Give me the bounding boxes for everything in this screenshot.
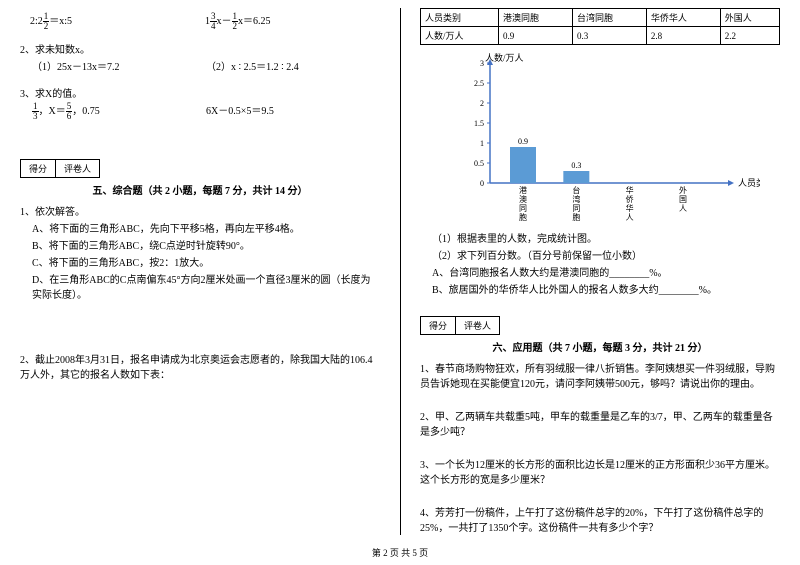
svg-text:同: 同 — [519, 204, 527, 213]
table-header-cell: 台湾同胞 — [572, 9, 646, 27]
svg-text:0.9: 0.9 — [518, 137, 528, 146]
table-value-cell: 2.2 — [720, 27, 779, 45]
svg-text:1.5: 1.5 — [474, 119, 484, 128]
q2-title: 2、求未知数x。 — [20, 41, 380, 56]
note-a: A、台湾同胞报名人数大约是港澳同胞的________%。 — [432, 264, 780, 279]
s5-q1-d: D、在三角形ABC的C点南偏东45°方向2厘米处画一个直径3厘米的圆（长度为实际… — [32, 271, 380, 301]
svg-text:2: 2 — [480, 99, 484, 108]
svg-text:台: 台 — [572, 185, 580, 195]
note-b: B、旅居国外的华侨华人比外国人的报名人数多大约________%。 — [432, 281, 780, 296]
s5-q1-b: B、将下面的三角形ABC，绕C点逆时针旋转90°。 — [32, 237, 380, 252]
score-cell: 得分 — [21, 160, 56, 177]
bar-chart: 人数/万人32.521.510.500.9港澳同胞0.3台湾同胞华侨华人外国人人… — [450, 53, 780, 226]
text: ，0.75 — [72, 106, 100, 117]
section6-header: 得分 评卷人 六、应用题（共 7 小题，每题 3 分，共计 21 分） — [420, 306, 780, 354]
note-1: （1）根据表里的人数，完成统计图。 — [432, 230, 780, 245]
svg-text:胞: 胞 — [572, 212, 580, 222]
note-2: （2）求下列百分数。（百分号前保留一位小数） — [432, 247, 780, 262]
score-cell: 得分 — [421, 317, 456, 334]
svg-text:同: 同 — [572, 204, 580, 213]
svg-text:3: 3 — [480, 59, 484, 68]
svg-text:0.3: 0.3 — [571, 161, 581, 170]
svg-text:0.5: 0.5 — [474, 159, 484, 168]
svg-text:外: 外 — [679, 185, 687, 195]
s5-q2: 2、截止2008年3月31日，报名申请成为北京奥运会志愿者的，除我国大陆的106… — [20, 351, 380, 381]
table-value-cell: 0.3 — [572, 27, 646, 45]
table-value-cell: 2.8 — [646, 27, 720, 45]
s5-q1-c: C、将下面的三角形ABC，按2：1放大。 — [32, 254, 380, 269]
svg-text:人: 人 — [626, 213, 634, 222]
svg-text:华: 华 — [626, 203, 634, 213]
svg-text:人员类别: 人员类别 — [738, 177, 760, 188]
q3-sub-a: 13，X＝56，0.75 — [32, 102, 206, 121]
svg-text:1: 1 — [480, 139, 484, 148]
right-column: 人员类别港澳同胞台湾同胞华侨华人外国人 人数/万人0.90.32.82.2 人数… — [400, 0, 800, 545]
q3-sub-b: 6X－0.5×5＝9.5 — [206, 102, 380, 121]
section5-title: 五、综合题（共 2 小题，每题 7 分，共计 14 分） — [20, 182, 380, 197]
svg-text:湾: 湾 — [572, 194, 580, 204]
formula-1b: 134x－12x＝6.25 — [205, 12, 380, 31]
table-header-cell: 华侨华人 — [646, 9, 720, 27]
table-header-cell: 港澳同胞 — [499, 9, 573, 27]
question-2: 2、求未知数x。 （1）25x－13x＝7.2 （2）x ∶ 2.5＝1.2 ∶… — [20, 41, 380, 73]
s6-q2: 2、甲、乙两辆车共载重5吨，甲车的载重量是乙车的3/7，甲、乙两车的载重量各是多… — [420, 408, 780, 438]
table-value-cell: 0.9 — [499, 27, 573, 45]
text: x＝6.25 — [238, 16, 271, 27]
text: ＝x:5 — [49, 16, 72, 27]
svg-text:胞: 胞 — [519, 212, 527, 222]
score-box-2: 得分 评卷人 — [420, 316, 500, 335]
text: 2:2 — [30, 16, 43, 27]
text: ，X＝ — [39, 106, 66, 117]
svg-text:国: 国 — [679, 195, 687, 204]
grader-cell: 评卷人 — [56, 160, 99, 177]
question-3: 3、求X的值。 13，X＝56，0.75 6X－0.5×5＝9.5 — [20, 85, 380, 121]
svg-text:0: 0 — [480, 179, 484, 188]
table-row-label: 人数/万人 — [421, 27, 499, 45]
svg-text:2.5: 2.5 — [474, 79, 484, 88]
q2-sub1: （1）25x－13x＝7.2 — [32, 58, 206, 73]
svg-text:港: 港 — [519, 185, 527, 195]
s6-q4: 4、芳芳打一份稿件，上午打了这份稿件总字的20%，下午打了这份稿件总字的25%，… — [420, 504, 780, 534]
s5-q1-a: A、将下面的三角形ABC，先向下平移5格，再向左平移4格。 — [32, 220, 380, 235]
formula-1a: 2:212＝x:5 — [30, 12, 205, 31]
section5-header: 得分 评卷人 五、综合题（共 2 小题，每题 7 分，共计 14 分） — [20, 149, 380, 197]
table-header-cell: 外国人 — [720, 9, 779, 27]
page-footer: 第 2 页 共 5 页 — [0, 546, 800, 559]
svg-text:侨: 侨 — [626, 194, 634, 204]
data-table: 人员类别港澳同胞台湾同胞华侨华人外国人 人数/万人0.90.32.82.2 — [420, 8, 780, 45]
grader-cell: 评卷人 — [456, 317, 499, 334]
q2-sub2: （2）x ∶ 2.5＝1.2 ∶ 2.4 — [206, 58, 380, 73]
text: x－ — [217, 16, 232, 27]
column-divider — [400, 8, 401, 535]
formula-row-1: 2:212＝x:5 134x－12x＝6.25 — [30, 12, 380, 31]
s5-q1: 1、依次解答。 — [20, 203, 380, 218]
svg-text:澳: 澳 — [519, 194, 527, 204]
s6-q3: 3、一个长为12厘米的长方形的面积比边长是12厘米的正方形面积少36平方厘米。这… — [420, 456, 780, 486]
s6-q1: 1、春节商场购物狂欢，所有羽绒服一律八折销售。李阿姨想买一件羽绒服，导购员告诉她… — [420, 360, 780, 390]
section6-title: 六、应用题（共 7 小题，每题 3 分，共计 21 分） — [420, 339, 780, 354]
svg-text:人: 人 — [679, 204, 687, 213]
left-column: 2:212＝x:5 134x－12x＝6.25 2、求未知数x。 （1）25x－… — [0, 0, 400, 545]
svg-text:华: 华 — [626, 185, 634, 195]
table-header-cell: 人员类别 — [421, 9, 499, 27]
q3-title: 3、求X的值。 — [20, 85, 380, 100]
score-box: 得分 评卷人 — [20, 159, 100, 178]
